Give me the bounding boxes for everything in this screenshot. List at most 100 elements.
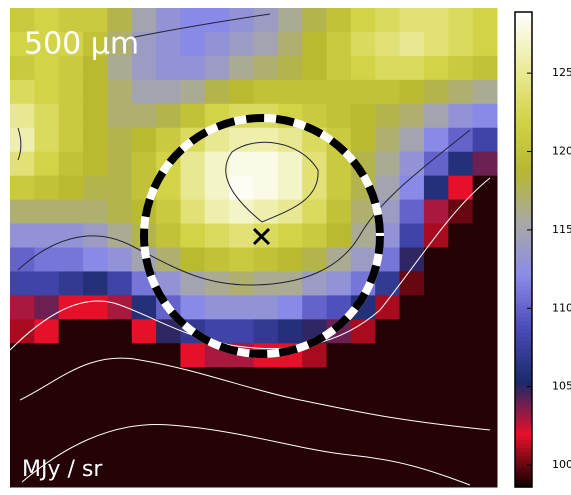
cell [58,343,84,368]
cell [58,415,84,440]
cell [448,463,474,488]
cell [107,343,133,368]
cell [448,151,474,177]
cell [10,415,35,440]
cell [423,247,449,272]
cell [180,199,206,225]
cell [277,199,303,225]
cell [83,295,108,320]
colorbar-swatch [515,372,532,377]
cell [448,343,474,368]
cell [180,223,206,248]
cell [472,151,498,177]
colorbar-swatch [515,483,532,488]
cell [375,103,401,129]
cell [399,343,425,368]
colorbar-swatch [515,419,532,425]
cell [156,439,181,464]
colorbar-swatch [515,368,532,373]
colorbar-swatch [515,75,532,80]
colorbar-swatch [515,217,532,223]
cell [229,79,254,105]
cell [204,295,230,320]
cell [423,55,449,81]
cell [375,319,401,344]
cell [472,343,498,368]
colorbar-swatch [515,340,532,346]
cell [326,55,352,81]
cell [131,151,157,177]
cell [156,79,181,105]
colorbar-swatch [515,451,532,456]
cell [34,415,60,440]
cell [448,271,474,296]
cell [472,439,498,464]
cell [131,79,157,105]
colorbar-swatch [515,19,532,25]
colorbar-swatch [515,134,532,140]
cell [399,151,425,177]
cell [423,8,449,33]
cell [326,415,352,440]
cell [131,439,157,464]
cell [277,367,303,392]
cell [229,463,254,488]
cell [107,439,133,464]
cell [399,439,425,464]
cell [253,31,279,57]
cell [399,8,425,33]
cell [448,439,474,464]
cell [472,55,498,81]
cell [229,55,254,81]
cell [107,151,133,177]
cell [131,127,157,153]
cell [302,151,328,177]
cell [302,367,328,392]
cell [277,295,303,320]
colorbar: 100 105 110 115 120 125 [515,12,571,488]
colorbar-swatch [515,380,532,385]
colorbar-swatch [515,467,532,472]
cell [326,391,352,416]
cell [277,223,303,248]
colorbar-swatch [515,130,532,136]
cell [34,271,60,296]
cell [204,415,230,440]
cell [326,367,352,392]
cell [302,8,328,33]
cell [423,199,449,225]
cell [83,79,108,105]
colorbar-swatch [515,12,532,17]
cell [107,8,133,33]
cell [472,319,498,344]
cell [229,415,254,440]
cell [83,439,108,464]
colorbar-swatch [515,269,532,274]
cell [229,151,254,177]
colorbar-tick-label: 125 [552,66,571,79]
colorbar-swatch [515,443,532,449]
cell [107,319,133,344]
colorbar-swatch [515,392,532,397]
colorbar-swatch [515,225,532,231]
cell [34,295,60,320]
colorbar-swatch [515,103,532,108]
cell [253,151,279,177]
colorbar-swatch [515,186,532,191]
cell [83,391,108,416]
colorbar-swatch [515,202,532,207]
cell [253,439,279,464]
colorbar-swatch [515,146,532,152]
cell [448,319,474,344]
cell [180,175,206,201]
cell [448,127,474,153]
colorbar-swatch [515,352,532,357]
cell [131,55,157,81]
cell [10,103,35,129]
colorbar-swatch [515,198,532,203]
cell [326,175,352,201]
cell [34,8,60,33]
cell [34,199,60,225]
cell [10,343,35,368]
cell [156,415,181,440]
